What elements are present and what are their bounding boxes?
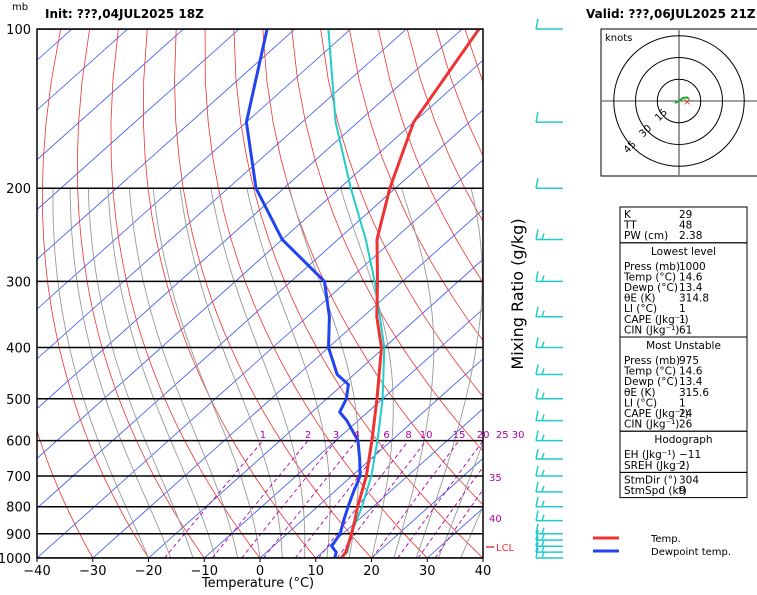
mixing-ratio-label: 2 bbox=[305, 430, 311, 441]
index-label: PW (cm) bbox=[624, 230, 668, 242]
index-value: 2 bbox=[679, 460, 686, 472]
dry-adiabat-line bbox=[77, 29, 204, 558]
isotherm-line bbox=[93, 29, 685, 558]
mixing-ratio-label: 3 bbox=[333, 430, 339, 441]
moist-adiabat-line bbox=[416, 188, 482, 558]
mixing-ratio-label: 6 bbox=[383, 430, 389, 441]
wind-barb bbox=[536, 466, 563, 476]
wind-barb bbox=[536, 524, 563, 534]
legend: Temp. Dewpoint temp. bbox=[593, 534, 731, 558]
wind-barb bbox=[536, 482, 563, 492]
wind-barb bbox=[536, 178, 563, 188]
legend-temp: Temp. bbox=[650, 534, 681, 545]
hodograph-label: knots bbox=[605, 33, 632, 44]
mixing-ratio-label: 1 bbox=[260, 430, 266, 441]
wind-barb bbox=[536, 511, 563, 521]
index-section-title: Lowest level bbox=[651, 246, 716, 258]
x-tick-label: 40 bbox=[475, 564, 492, 579]
y-tick-label: 900 bbox=[6, 528, 31, 543]
wind-barb bbox=[536, 365, 563, 375]
x-axis-label: Temperature (°C) bbox=[201, 576, 314, 591]
wind-barb bbox=[536, 19, 563, 29]
wind-barb bbox=[536, 271, 563, 281]
profile-lines bbox=[246, 29, 479, 558]
wind-barb bbox=[536, 449, 563, 459]
mixing-ratio-label: 40 bbox=[489, 514, 502, 525]
x-tick-label: 20 bbox=[363, 564, 380, 579]
pressure-unit: mb bbox=[12, 2, 28, 13]
y-tick-label: 800 bbox=[6, 501, 31, 516]
mixing-ratio-line bbox=[372, 441, 459, 558]
mixing-ratio-label: 8 bbox=[405, 430, 411, 441]
index-section-title: Hodograph bbox=[654, 434, 712, 446]
isotherm-line bbox=[0, 29, 518, 558]
moist-adiabat-line bbox=[461, 188, 603, 558]
index-section-title: Most Unstable bbox=[646, 340, 721, 352]
wind-barb bbox=[536, 389, 563, 399]
legend-dewpoint: Dewpoint temp. bbox=[651, 547, 731, 558]
mixing-ratio-label: 35 bbox=[489, 473, 502, 484]
wind-barb bbox=[536, 411, 563, 421]
isotherm-line bbox=[0, 29, 462, 558]
y-tick-label: 300 bbox=[6, 275, 31, 290]
index-value: 9 bbox=[679, 485, 686, 497]
moist-adiabat-line bbox=[53, 188, 149, 558]
index-label: CIN (Jkg⁻¹) bbox=[624, 419, 679, 431]
init-time: Init: ???,04JUL2025 18Z bbox=[45, 7, 204, 21]
index-label: StmSpd (kt) bbox=[624, 485, 687, 497]
wind-barb bbox=[536, 230, 563, 240]
isotherm-line bbox=[37, 29, 629, 558]
y-tick-label: 200 bbox=[6, 182, 31, 197]
right-axis-label: Mixing Ratio (g/kg) bbox=[508, 218, 527, 369]
wind-barb bbox=[536, 536, 563, 546]
x-tick-label: −40 bbox=[23, 564, 50, 579]
index-label: CIN (Jkg⁻¹) bbox=[624, 324, 679, 336]
storm-motion-mark: × bbox=[683, 97, 691, 108]
mixing-ratio-line bbox=[263, 441, 356, 558]
y-tick-label: 100 bbox=[6, 23, 31, 38]
wind-barb bbox=[536, 112, 563, 122]
lcl-marker: LCL bbox=[486, 543, 515, 554]
moist-adiabat-line bbox=[88, 188, 193, 558]
wind-barb bbox=[536, 431, 563, 441]
mixing-ratio-label: 15 bbox=[453, 430, 466, 441]
mixing-ratio-label: 10 bbox=[420, 430, 433, 441]
y-tick-label: 700 bbox=[6, 470, 31, 485]
mixing-ratio-label: 4 bbox=[353, 430, 359, 441]
valid-time: Valid: ???,06JUL2025 21Z bbox=[586, 7, 756, 21]
wind-barb bbox=[536, 497, 563, 507]
wind-barb bbox=[536, 337, 563, 347]
wind-barb bbox=[536, 548, 563, 558]
moist-adiabat-line bbox=[394, 188, 434, 558]
wind-barb bbox=[536, 307, 563, 317]
wind-barb bbox=[536, 542, 563, 552]
mixing-ratio-label: 30 bbox=[512, 430, 525, 441]
y-tick-label: 600 bbox=[6, 435, 31, 450]
mixing-ratio-label: 20 bbox=[477, 430, 490, 441]
y-tick-label: 500 bbox=[6, 393, 31, 408]
mixing-ratio-line bbox=[295, 441, 386, 558]
index-value: 26 bbox=[679, 419, 693, 431]
isotherm-line bbox=[0, 29, 574, 558]
wind-barb bbox=[536, 530, 563, 540]
x-tick-label: −30 bbox=[79, 564, 106, 579]
mixing-ratio-line bbox=[435, 441, 518, 558]
y-tick-label: 400 bbox=[6, 341, 31, 356]
x-tick-label: −20 bbox=[135, 564, 162, 579]
index-value: 2.38 bbox=[679, 230, 702, 242]
mixing-ratio-line bbox=[418, 441, 502, 558]
mixing-ratio-label: 25 bbox=[496, 430, 509, 441]
index-value: 61 bbox=[679, 324, 692, 336]
wind-barbs bbox=[536, 19, 563, 558]
x-tick-label: 30 bbox=[419, 564, 436, 579]
moist-adiabat-line bbox=[211, 188, 305, 558]
dry-adiabat-line bbox=[42, 29, 148, 558]
lcl-label: LCL bbox=[496, 543, 515, 554]
